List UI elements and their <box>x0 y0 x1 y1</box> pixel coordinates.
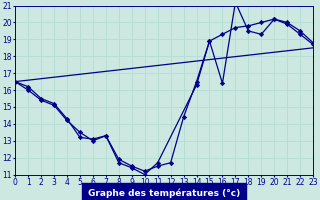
X-axis label: Graphe des températures (°c): Graphe des températures (°c) <box>88 188 240 198</box>
